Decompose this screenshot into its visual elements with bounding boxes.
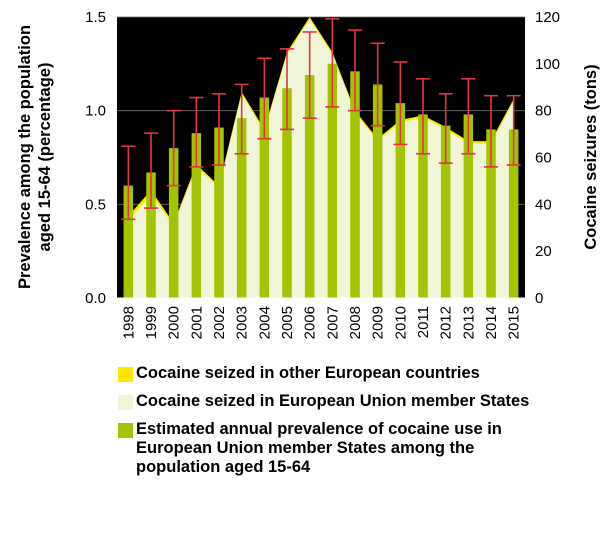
legend-swatch-green [118, 423, 133, 438]
prevalence-bar [372, 84, 383, 298]
right-tick-label: 0 [535, 290, 543, 307]
left-axis-title-line2: aged 15-64 (percentage) [36, 63, 54, 252]
prevalence-bar [191, 133, 202, 298]
prevalence-bar [463, 114, 474, 298]
right-axis-title: Cocaine seizures (tons) [582, 64, 600, 249]
legend-swatch-pale [118, 395, 133, 410]
x-tick-label: 2006 [302, 306, 319, 339]
x-axis-ticks: 1998 1999 2000 2001 2002 2003 2004 2005 2006 2007… [120, 306, 522, 339]
prevalence-bar [304, 75, 315, 298]
prevalence-bar [508, 129, 519, 298]
right-tick-label: 20 [535, 243, 552, 260]
left-tick-label: 1.5 [85, 9, 106, 26]
right-tick-label: 60 [535, 150, 552, 167]
x-tick-label: 2011 [415, 306, 432, 338]
right-tick-label: 80 [535, 103, 552, 120]
x-tick-label: 2007 [324, 306, 341, 339]
right-tick-label: 120 [535, 9, 560, 26]
legend-label: Cocaine seized in other European countri… [136, 364, 480, 382]
x-tick-label: 2009 [370, 306, 387, 339]
left-axis-ticks: 0.0 0.5 1.0 1.5 [85, 9, 106, 307]
x-tick-label: 1998 [120, 306, 137, 339]
legend-item-eu-seizures: Cocaine seized in European Union member … [118, 392, 538, 411]
legend-item-prevalence: Estimated annual prevalence of cocaine u… [118, 420, 538, 477]
prevalence-bar [350, 71, 360, 299]
x-tick-label: 2008 [347, 306, 364, 339]
left-tick-label: 0.0 [85, 290, 106, 307]
prevalence-bar [123, 185, 134, 298]
x-tick-label: 2000 [166, 306, 183, 339]
prevalence-bar [214, 127, 224, 298]
prevalence-bar [236, 118, 247, 298]
seizure-areas [128, 17, 514, 298]
x-tick-label: 2015 [506, 306, 523, 339]
x-tick-label: 2004 [256, 306, 273, 339]
x-tick-label: 2013 [460, 306, 477, 339]
legend-label: Cocaine seized in European Union member … [136, 392, 530, 410]
prevalence-bar [418, 114, 428, 298]
x-tick-label: 2002 [211, 306, 228, 339]
legend-label: Estimated annual prevalence of cocaine u… [136, 420, 502, 476]
prevalence-bar [259, 97, 270, 298]
prevalence-bar [440, 125, 451, 298]
error-bars [121, 18, 521, 221]
area-eu-member-states [128, 19, 514, 298]
x-tick-label: 2012 [438, 306, 455, 339]
prevalence-bar [395, 103, 406, 298]
x-tick-label: 2001 [188, 306, 205, 339]
left-tick-label: 1.0 [85, 103, 106, 120]
x-tick-label: 2010 [392, 306, 409, 339]
x-tick-label: 2005 [279, 306, 296, 339]
prevalence-bar [146, 172, 156, 298]
x-tick-label: 2003 [234, 306, 251, 339]
legend-item-other-europe: Cocaine seized in other European countri… [118, 364, 538, 383]
prevalence-bar [282, 88, 292, 298]
prevalence-bars [123, 63, 519, 299]
right-tick-label: 100 [535, 56, 560, 73]
x-tick-label: 2014 [483, 306, 500, 339]
prevalence-bar [327, 63, 338, 299]
right-tick-label: 40 [535, 196, 552, 213]
left-tick-label: 0.5 [85, 196, 106, 213]
prevalence-bar [486, 129, 496, 298]
right-axis-ticks: 0 20 40 60 80 100 120 [535, 9, 560, 307]
legend-swatch-yellow [118, 367, 133, 382]
legend: Cocaine seized in other European countri… [118, 364, 538, 486]
x-tick-label: 1999 [143, 306, 160, 339]
prevalence-bar [168, 148, 179, 298]
left-axis-title-line1: Prevalence among the population [16, 25, 34, 289]
